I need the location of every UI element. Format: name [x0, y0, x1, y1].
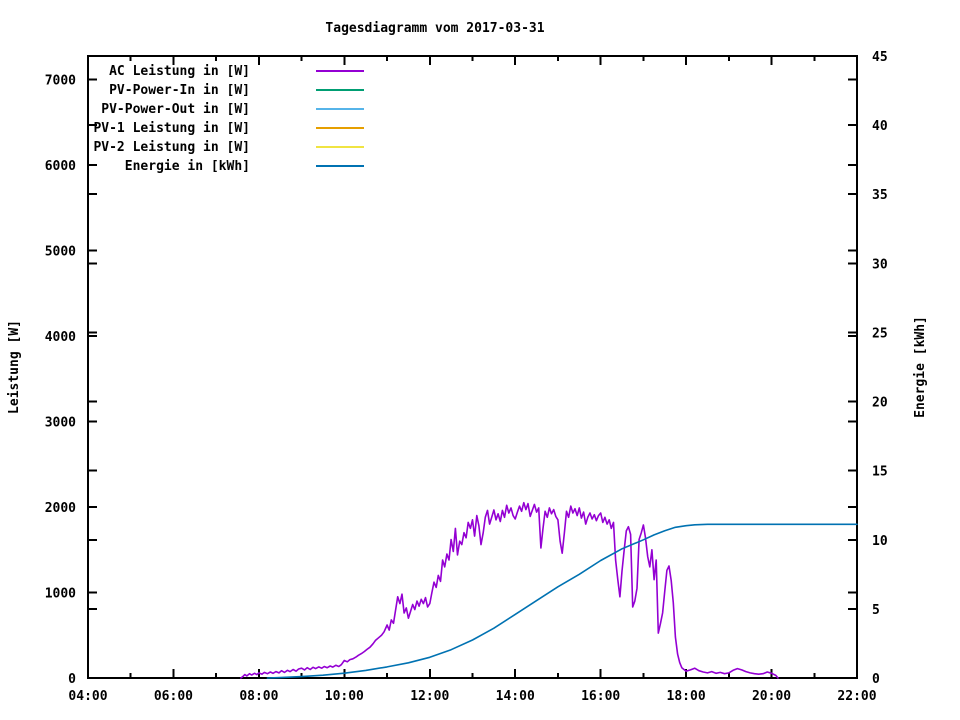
legend-label: PV-Power-Out in [W] [101, 102, 250, 117]
y-right-tick-label: 5 [872, 603, 880, 618]
y-right-tick-label: 30 [872, 257, 888, 272]
legend: AC Leistung in [W] PV-Power-In in [W] PV-P… [93, 64, 364, 174]
x-tick-label: 18:00 [667, 689, 706, 704]
y-left-tick-label: 1000 [45, 587, 76, 602]
x-tick-label: 12:00 [410, 689, 449, 704]
y-right-tick-label: 25 [872, 326, 888, 341]
y-left-tick-label: 5000 [45, 245, 76, 260]
series-line [266, 523, 858, 679]
legend-item: PV-Power-In in [W] [109, 83, 364, 98]
tick-labels: 04:00 06:00 08:00 10:00 12:00 14:00 16:00 18:00… [45, 50, 888, 704]
x-tick-label: 06:00 [154, 689, 193, 704]
y-left-tick-label: 2000 [45, 501, 76, 516]
legend-label: PV-1 Leistung in [W] [93, 121, 250, 136]
y-right-tick-label: 45 [872, 50, 888, 65]
x-tick-label: 14:00 [496, 689, 535, 704]
y-left-tick-label: 0 [68, 672, 76, 687]
y-right-tick-label: 0 [872, 672, 880, 687]
y-right-tick-label: 35 [872, 188, 888, 203]
legend-item: PV-Power-Out in [W] [101, 102, 364, 117]
y-left-tick-label: 3000 [45, 416, 76, 431]
y-left-tick-label: 4000 [45, 330, 76, 345]
legend-item: PV-1 Leistung in [W] [93, 121, 364, 136]
y-right-tick-label: 15 [872, 465, 888, 480]
legend-label: PV-Power-In in [W] [109, 83, 250, 98]
y-left-axis-label: Leistung [W] [7, 320, 22, 414]
y-right-tick-label: 40 [872, 119, 888, 134]
x-tick-label: 08:00 [239, 689, 278, 704]
y-right-tick-label: 10 [872, 534, 888, 549]
y-right-tick-label: 20 [872, 396, 888, 411]
x-tick-label: 04:00 [68, 689, 107, 704]
y-right-axis-label: Energie [kWh] [913, 316, 928, 418]
x-tick-label: 16:00 [581, 689, 620, 704]
series-line [240, 501, 779, 679]
x-tick-label: 10:00 [325, 689, 364, 704]
y-left-tick-label: 6000 [45, 159, 76, 174]
legend-label: PV-2 Leistung in [W] [93, 140, 250, 155]
legend-label: AC Leistung in [W] [109, 64, 250, 79]
plot-border-and-ticks [87, 55, 858, 679]
legend-item: Energie in [kWh] [125, 159, 364, 174]
legend-item: AC Leistung in [W] [109, 64, 364, 79]
x-tick-label: 20:00 [752, 689, 791, 704]
series-lines [240, 501, 858, 679]
x-tick-label: 22:00 [837, 689, 876, 704]
legend-label: Energie in [kWh] [125, 159, 250, 174]
chart-title: Tagesdiagramm vom 2017-03-31 [325, 21, 544, 36]
y-left-tick-label: 7000 [45, 74, 76, 89]
legend-item: PV-2 Leistung in [W] [93, 140, 364, 155]
